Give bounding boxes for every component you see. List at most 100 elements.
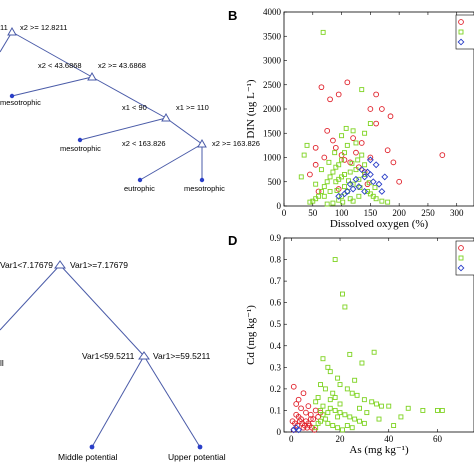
data-point (326, 159, 332, 165)
data-point (307, 411, 314, 418)
plot-frame (283, 237, 474, 433)
split-label-left: 11 (0, 23, 8, 32)
series-square (298, 29, 391, 207)
data-point (343, 125, 349, 131)
data-point (339, 133, 345, 139)
data-point (307, 171, 313, 178)
split-label-left: x2 < 163.826 (122, 139, 166, 148)
data-point (373, 91, 379, 98)
x-tick-label: 40 (384, 434, 394, 444)
data-point (361, 397, 367, 403)
leaf-node-marker (9, 93, 15, 99)
data-point (385, 199, 391, 205)
y-axis-label: Cd (mg kg⁻¹) (245, 305, 257, 365)
data-point (293, 411, 300, 418)
legend-marker (458, 255, 464, 261)
data-point (335, 375, 341, 381)
x-tick-label: 250 (421, 208, 435, 218)
y-tick-label: 0.2 (270, 384, 281, 394)
data-point (324, 179, 330, 185)
x-tick-label: 100 (335, 208, 349, 218)
data-point (337, 382, 343, 388)
split-label-right: x2 >= 43.6868 (98, 61, 146, 70)
x-axis-label: As (mg kg⁻¹) (349, 444, 409, 456)
data-point (332, 257, 338, 263)
data-point (332, 150, 338, 156)
split-label-right: Var1>=59.5211 (153, 351, 211, 361)
data-point (300, 424, 307, 431)
split-node-marker (54, 260, 66, 269)
split-label-left: x2 < 43.6868 (38, 61, 82, 70)
data-point (352, 175, 360, 183)
data-point (439, 152, 446, 158)
x-axis-label: Dissolved oxygen (%) (330, 218, 429, 230)
tree-edge (11, 31, 93, 78)
data-point (325, 364, 331, 370)
y-tick-label: 0.3 (270, 362, 282, 372)
data-point (295, 426, 303, 434)
y-tick-label: 0.6 (270, 298, 282, 308)
data-point (318, 407, 323, 413)
legend-marker (458, 245, 464, 251)
data-point (327, 174, 333, 180)
data-point (310, 416, 317, 422)
split-label-right: x2 >= 163.826 (212, 139, 260, 148)
data-point (337, 401, 343, 407)
data-point (307, 416, 314, 422)
data-point (349, 425, 355, 431)
data-point (342, 304, 348, 310)
data-point (347, 169, 353, 175)
split-label-left: x1 < 90 (122, 103, 147, 112)
legend-box (455, 240, 474, 276)
data-point (310, 198, 316, 204)
data-point (305, 403, 312, 409)
data-point (398, 414, 404, 420)
series-diamond (290, 424, 303, 434)
data-point (371, 349, 377, 355)
data-point (307, 199, 313, 205)
data-point (330, 390, 336, 396)
data-point (334, 188, 340, 193)
data-point (322, 416, 328, 422)
data-point (361, 188, 369, 195)
data-point (325, 410, 331, 416)
y-tick-label: 1500 (263, 128, 282, 138)
y-tick-label: 4000 (263, 7, 282, 17)
y-tick-label: 2500 (263, 80, 282, 90)
data-point (374, 401, 380, 407)
leaf-label: Middle potential (58, 452, 118, 462)
data-point (293, 401, 300, 407)
leaf-node-marker (89, 444, 95, 450)
data-point (372, 161, 380, 169)
plot-frame (283, 11, 474, 207)
y-tick-label: 0.7 (270, 276, 282, 286)
data-point (290, 426, 298, 434)
x-tick-label: 300 (450, 208, 464, 218)
data-point (387, 113, 394, 120)
tree-edge (165, 117, 203, 145)
data-point (339, 157, 345, 163)
data-point (335, 425, 341, 431)
data-point (420, 407, 426, 413)
data-point (367, 154, 374, 161)
data-point (369, 399, 375, 405)
data-point (321, 184, 327, 190)
data-point (344, 142, 350, 148)
data-point (375, 180, 383, 188)
data-point (353, 167, 359, 173)
leaf-label: mesotrophic (60, 144, 101, 153)
data-point (344, 386, 350, 392)
split-label-right: x1 >= 110 (176, 103, 209, 112)
tree-edge (139, 143, 203, 181)
data-point (435, 407, 440, 413)
data-point (439, 407, 445, 413)
scatter-chart-d: 0 20 40 60 0 0.1 0.2 0.3 0.4 0.5 0.6 0.7 0.8 0.9 As (m… (245, 233, 474, 456)
legend-box (455, 14, 474, 50)
leaf-node-marker (137, 177, 143, 183)
data-point (320, 29, 326, 35)
split-label-left: Var1<7.17679 (0, 260, 53, 270)
data-point (346, 180, 354, 188)
data-point (359, 360, 365, 366)
data-point (321, 193, 327, 199)
leaf-node-marker (197, 444, 203, 450)
